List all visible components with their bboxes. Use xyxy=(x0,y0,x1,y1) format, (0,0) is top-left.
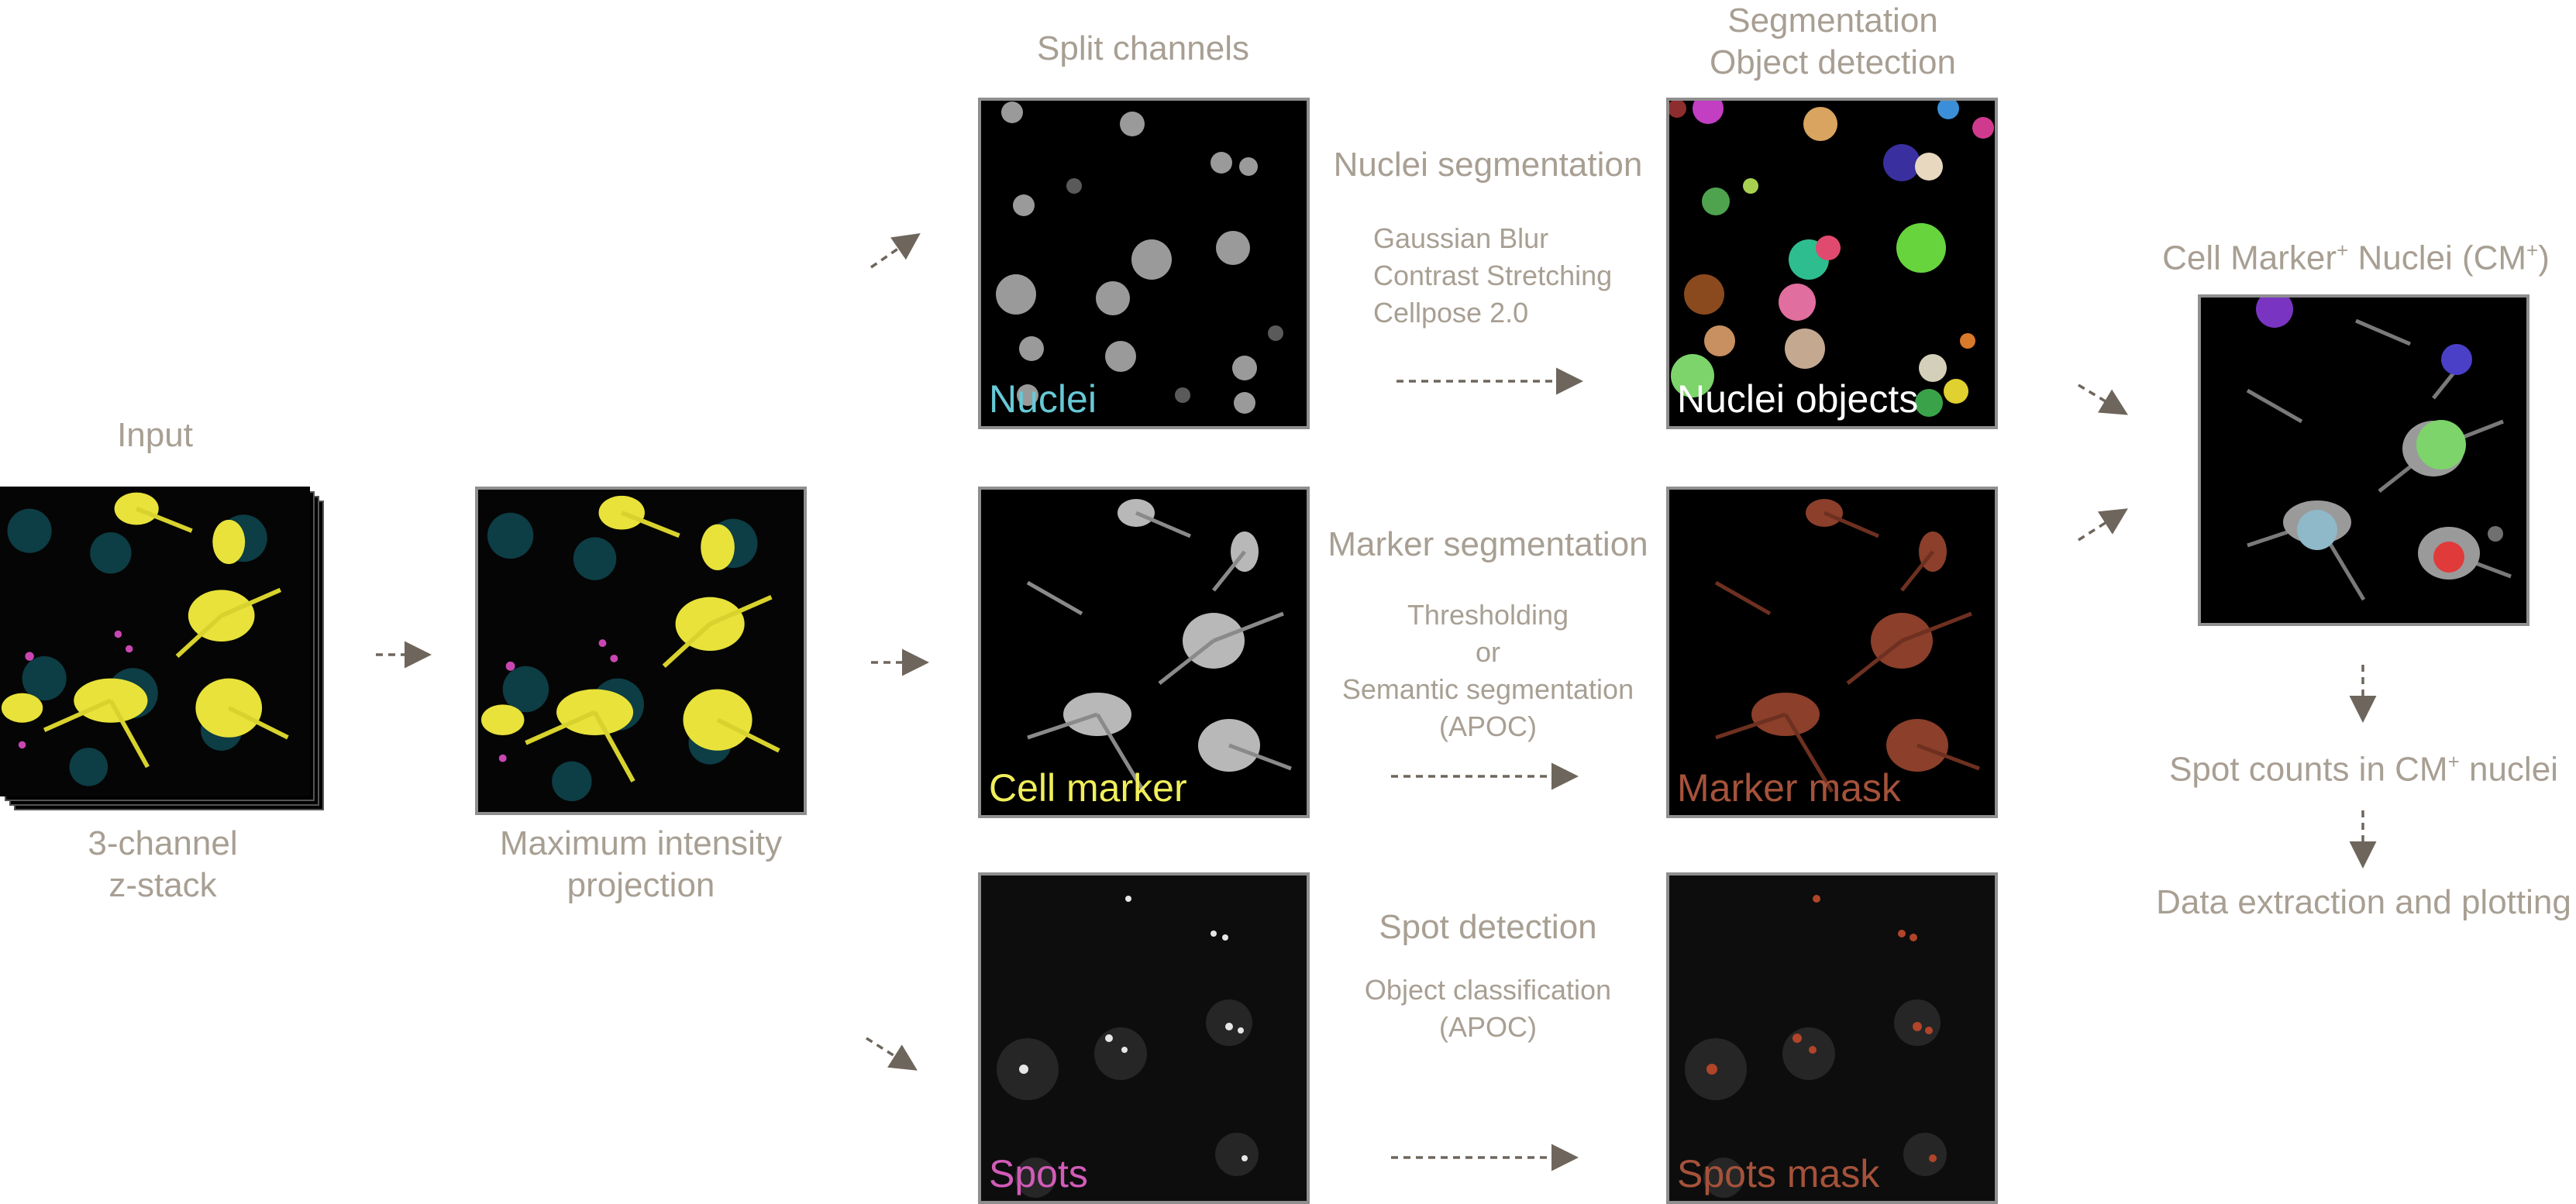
arrow-marker-to-result xyxy=(2078,508,2128,542)
marker-mask-label: Marker mask xyxy=(1677,766,1901,810)
result-title-sup-2: + xyxy=(2526,239,2539,262)
nuclei-step-2: Contrast Stretching xyxy=(1373,260,1613,291)
spots-mask-content xyxy=(1669,875,1995,1201)
arrow-mip-to-nuclei xyxy=(870,233,921,269)
result-title-sup-1: + xyxy=(2337,239,2349,262)
spot-counts-label: Spot counts in CM+ nuclei xyxy=(2139,741,2576,791)
cm-nuclei-content xyxy=(2201,298,2526,623)
marker-channel-content xyxy=(981,490,1307,815)
input-title: Input xyxy=(117,416,193,454)
input-caption-2: z-stack xyxy=(108,866,217,904)
nuclei-objects-label: Nuclei objects xyxy=(1677,377,1919,421)
spot-counts-sup: + xyxy=(2447,750,2460,773)
spots-channel-image: Spots xyxy=(978,872,1310,1204)
input-zstack xyxy=(0,487,325,812)
mip-image-content xyxy=(480,490,802,812)
arrow-nuclei-to-result xyxy=(2078,384,2128,415)
segmentation-title-2: Object detection xyxy=(1710,43,1956,81)
nuclei-segmentation-title: Nuclei segmentation xyxy=(1333,146,1643,184)
result-title-pre: Cell Marker xyxy=(2162,239,2337,277)
nuclei-objects-image: Nuclei objects xyxy=(1666,98,1998,429)
mip-caption-1: Maximum intensity xyxy=(499,824,783,862)
data-extraction-label: Data extraction and plotting xyxy=(2156,883,2571,921)
segmentation-title-1: Segmentation xyxy=(1727,2,1938,40)
nuclei-steps: Gaussian Blur Contrast Stretching Cellpo… xyxy=(1373,220,1612,332)
spot-step-2: (APOC) xyxy=(1439,1011,1537,1043)
marker-mask-image: Marker mask xyxy=(1666,487,1998,818)
result-title-post: ) xyxy=(2538,239,2550,277)
nuclei-channel-image: Nuclei xyxy=(978,98,1310,429)
spots-mask-label: Spots mask xyxy=(1677,1152,1880,1195)
nuclei-step-3: Cellpose 2.0 xyxy=(1373,297,1529,329)
spot-counts-post: nuclei xyxy=(2459,750,2558,789)
result-title-mid: Nuclei (CM xyxy=(2348,239,2527,277)
nuclei-step-1: Gaussian Blur xyxy=(1373,222,1549,254)
spot-counts-pre: Spot counts in CM xyxy=(2169,750,2448,789)
mip-caption-2: projection xyxy=(567,866,715,904)
marker-mask-content xyxy=(1669,490,1995,815)
spots-mask-image: Spots mask xyxy=(1666,872,1998,1204)
marker-channel-label: Cell marker xyxy=(989,766,1187,810)
arrow-mip-to-spots xyxy=(866,1037,918,1071)
marker-step-4: (APOC) xyxy=(1439,710,1537,742)
spots-channel-content xyxy=(981,875,1307,1201)
nuclei-channel-label: Nuclei xyxy=(989,377,1097,421)
mip-image xyxy=(475,487,807,815)
input-caption-1: 3-channel xyxy=(88,824,238,862)
result-title: Cell Marker+ Nuclei (CM+) xyxy=(2154,229,2557,280)
spot-detection-title: Spot detection xyxy=(1379,908,1597,946)
spot-step-1: Object classification xyxy=(1364,974,1612,1006)
cm-nuclei-image xyxy=(2198,294,2530,626)
nuclei-objects-content xyxy=(1669,101,1995,426)
input-zstack-image xyxy=(0,487,310,796)
nuclei-channel-content xyxy=(981,101,1307,426)
spots-channel-label: Spots xyxy=(989,1152,1088,1195)
split-channels-title: Split channels xyxy=(1037,29,1249,67)
marker-segmentation-title: Marker segmentation xyxy=(1328,525,1648,563)
marker-step-3: Semantic segmentation xyxy=(1341,673,1634,705)
marker-step-2: or xyxy=(1475,636,1500,668)
marker-step-1: Thresholding xyxy=(1407,599,1569,631)
marker-channel-image: Cell marker xyxy=(978,487,1310,818)
